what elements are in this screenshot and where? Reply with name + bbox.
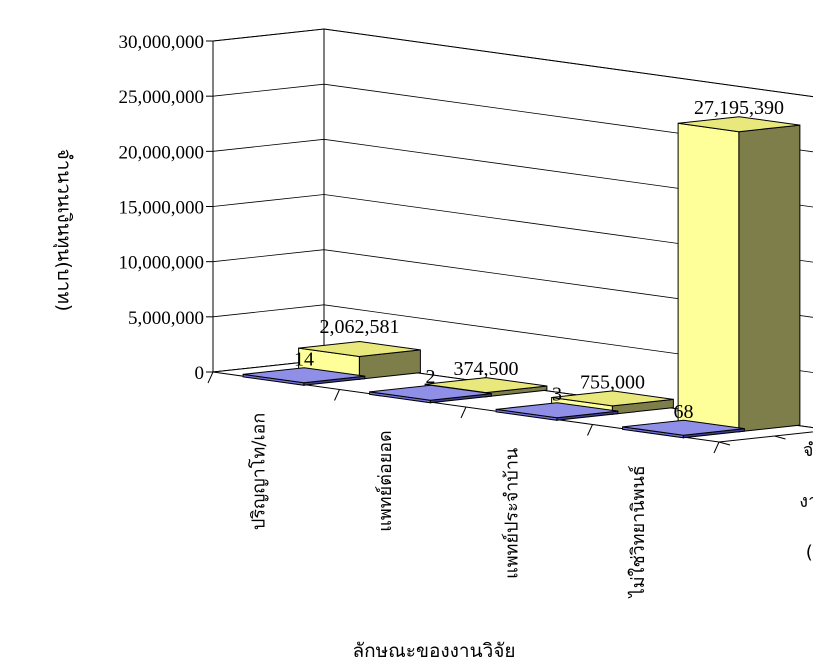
y-tick-label: 30,000,000 (119, 32, 205, 53)
x-tick-mark (207, 371, 214, 384)
y-tick-label: 5,000,000 (128, 308, 204, 329)
data-label: 27,195,390 (694, 97, 784, 119)
gridline (212, 28, 813, 98)
y-tick-label: 15,000,000 (119, 198, 205, 219)
category-labels: ปริญญาโท/เอก แพทย์ต่อยอด แพทย์ประจำบ้าน ไม่… (247, 413, 649, 600)
bar-top (551, 390, 674, 407)
data-label: 68 (674, 401, 694, 423)
bar-top (678, 116, 800, 133)
bar-side (738, 124, 801, 433)
data-label: 14 (294, 348, 314, 370)
gridline (212, 194, 813, 263)
y-tick-label: 0 (195, 363, 205, 384)
y-tick-label: 25,000,000 (119, 87, 205, 108)
y-tick-label: 20,000,000 (119, 142, 205, 163)
y-axis-title: จำนวนเงินทุน(บาท) (52, 149, 75, 312)
gridline (212, 83, 813, 153)
bar-top (369, 384, 492, 401)
data-label: 755,000 (580, 371, 645, 393)
x-tick-mark (713, 441, 720, 454)
series-axis-label: (เรื่อง) (806, 539, 813, 563)
bars (242, 116, 801, 439)
y-tick-labels: 0 5,000,000 10,000,000 15,000,000 20,000,000… (119, 32, 205, 384)
bar-top (243, 367, 365, 384)
data-label: 374,500 (454, 358, 519, 380)
series-tick-mark (774, 435, 786, 440)
gridline (212, 138, 813, 208)
x-axis-title: ลักษณะของงานวิจัย (352, 640, 515, 662)
series-axis-label: งานวิจัย (799, 491, 813, 512)
y-tick-label: 10,000,000 (119, 253, 205, 274)
category-label: ไม่ใช่วิทยานิพนธ์ (627, 465, 649, 599)
data-labels: 2,062,581 374,500 755,000 27,195,390 14 2 3 68 (294, 97, 784, 423)
series-tick-mark (718, 441, 731, 446)
gridline (212, 249, 813, 318)
category-label: แพทย์ต่อยอด (375, 430, 396, 531)
bar-top (298, 340, 421, 357)
series-axis-labels: จำนวนงานวิจัย (เรื่อง) (799, 440, 813, 563)
x-tick-mark (587, 424, 593, 436)
gridline (212, 304, 813, 373)
category-label: ปริญญาโท/เอก (247, 413, 269, 530)
data-label: 2,062,581 (320, 316, 400, 338)
bar (677, 122, 740, 433)
data-label: 2 (426, 366, 436, 388)
bar-top (622, 419, 745, 436)
bar-top (496, 402, 618, 419)
series-axis-label: จำนวน (803, 440, 813, 461)
category-label: แพทย์ประจำบ้าน (501, 448, 522, 579)
x-tick-mark (334, 389, 340, 401)
x-tick-mark (460, 406, 467, 419)
data-label: 3 (552, 383, 562, 405)
